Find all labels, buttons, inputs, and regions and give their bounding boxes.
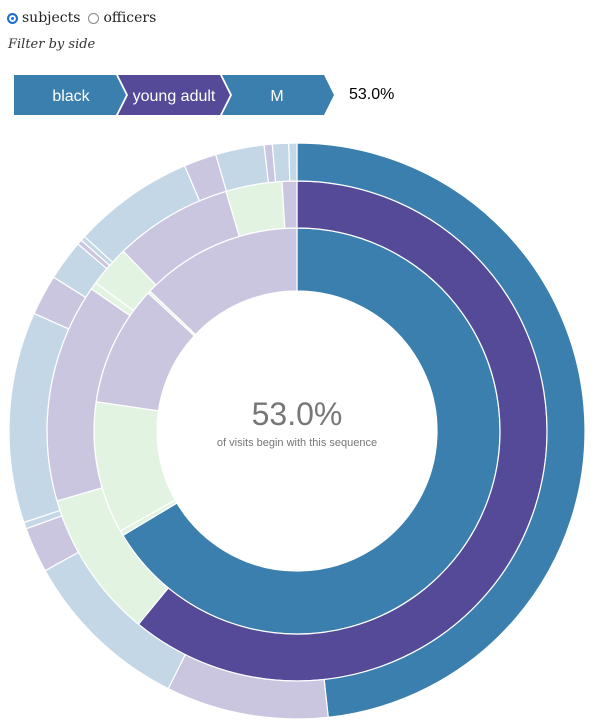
radio-officers-indicator[interactable] [88,12,100,24]
center-percentage: 53.0% [251,396,343,432]
center-caption: of visits begin with this sequence [216,437,378,449]
breadcrumb-label-1[interactable]: young adult [133,88,216,105]
sunburst-segment-sex-14[interactable] [271,142,291,183]
breadcrumb: black young adult M [14,75,334,115]
breadcrumb-item-0[interactable]: black [14,75,126,115]
breadcrumb-item-2[interactable]: M [222,75,334,115]
radio-subjects-label[interactable]: subjects [22,10,81,26]
breadcrumb-shape-0[interactable] [14,75,126,115]
radio-subjects[interactable]: subjects [7,10,80,26]
breadcrumb-shape-1[interactable] [118,75,230,115]
breadcrumb-item-1[interactable]: young adult [118,75,230,115]
breadcrumb-percentage: 53.0% [349,86,395,103]
filter-label: Filter by side [8,37,96,52]
side-radio-group: subjects officers [7,10,156,26]
breadcrumb-shape-2[interactable] [222,75,334,115]
radio-subjects-indicator[interactable] [7,12,18,24]
radio-officers[interactable]: officers [88,10,156,26]
radio-officers-label[interactable]: officers [103,10,157,26]
sunburst-segment-age-7[interactable] [281,180,298,229]
breadcrumb-label-2[interactable]: M [270,88,283,105]
sunburst-segment-sex-0[interactable] [296,142,586,718]
sunburst-segment-sex-15[interactable] [288,142,298,182]
breadcrumb-label-0[interactable]: black [52,88,90,105]
